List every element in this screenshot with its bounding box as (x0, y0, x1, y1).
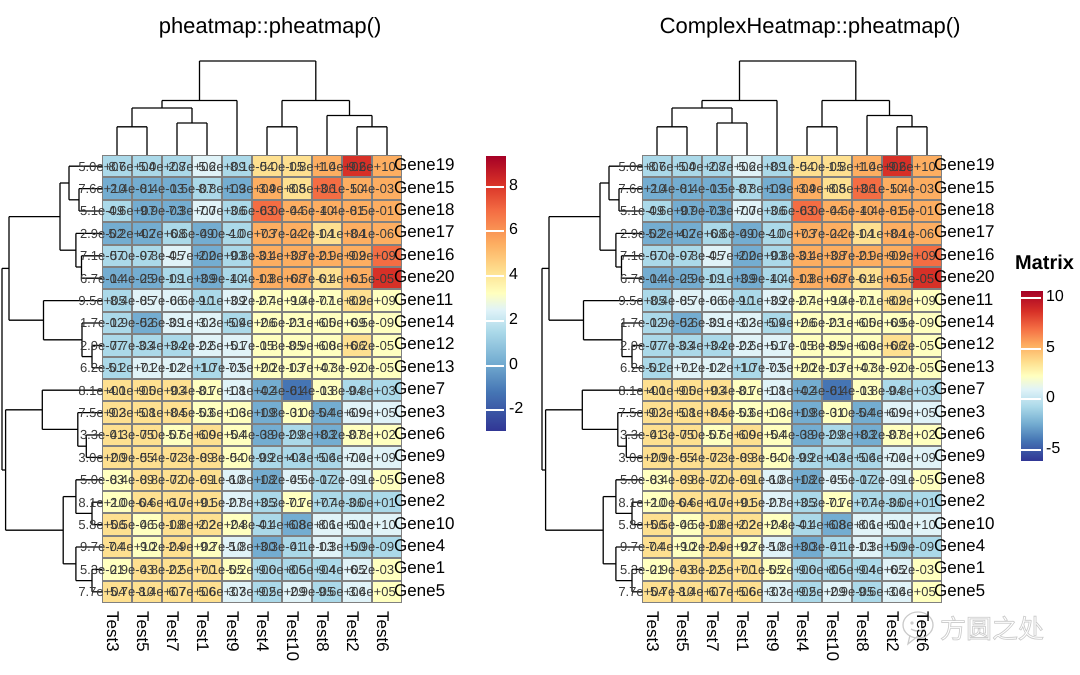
svg-text:方圆之处: 方圆之处 (940, 614, 1044, 644)
